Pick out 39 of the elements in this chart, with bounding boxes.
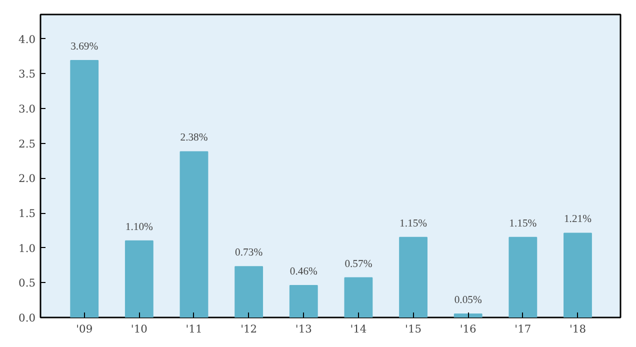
- y-tick-label: 2.5: [18, 137, 36, 150]
- y-tick-label: 0.5: [18, 276, 36, 290]
- y-tick-label: 3.0: [18, 102, 36, 116]
- bar: [124, 240, 154, 318]
- x-tick-label: '12: [240, 322, 258, 336]
- data-label: 0.57%: [344, 258, 372, 270]
- x-tick-label: '13: [295, 322, 312, 336]
- data-label: 1.15%: [509, 218, 537, 230]
- bar: [289, 284, 318, 318]
- x-tick-label: '17: [514, 322, 532, 336]
- y-tick-label: 3.5: [18, 68, 36, 81]
- data-label: 1.21%: [564, 214, 592, 226]
- data-label: 0.46%: [290, 266, 318, 278]
- data-label: 1.10%: [125, 222, 154, 233]
- y-tick-label: 1.5: [18, 207, 36, 220]
- bar: [399, 236, 428, 318]
- y-tick-label: 0.0: [18, 312, 36, 324]
- data-label: 3.69%: [70, 41, 98, 52]
- data-label: 1.15%: [400, 218, 428, 230]
- bar: [344, 277, 373, 318]
- y-tick-label: 1.0: [18, 242, 36, 255]
- x-tick-label: '14: [350, 322, 367, 336]
- x-tick-label: '10: [130, 322, 148, 336]
- x-tick-label: '18: [569, 322, 586, 336]
- x-tick-label: '09: [76, 322, 93, 336]
- bar: [70, 60, 99, 318]
- x-tick-label: '16: [460, 322, 477, 336]
- data-label: 0.73%: [235, 248, 263, 259]
- bar: [454, 314, 482, 318]
- bar: [180, 151, 208, 318]
- data-label: 0.05%: [454, 295, 482, 306]
- bar: [234, 266, 264, 318]
- x-tick-label: '15: [405, 322, 422, 336]
- bar: [508, 236, 538, 318]
- x-tick-label: '11: [186, 322, 202, 336]
- y-tick-label: 2.0: [18, 172, 36, 186]
- bar: [564, 232, 592, 318]
- data-label: 2.38%: [180, 132, 208, 144]
- y-tick-label: 4.0: [18, 32, 36, 46]
